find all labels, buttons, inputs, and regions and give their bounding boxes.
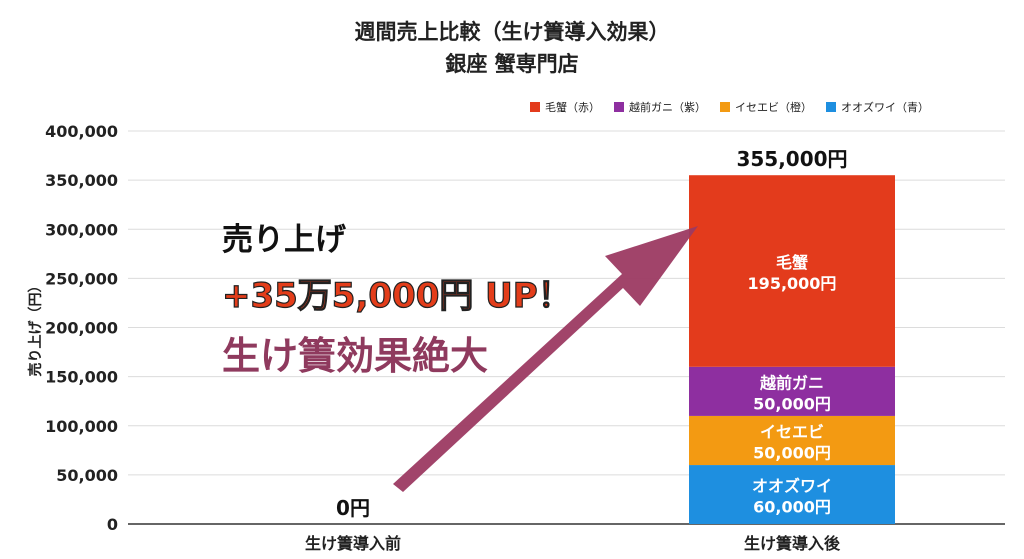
total-label: 355,000円 xyxy=(736,147,847,171)
y-tick-label: 150,000 xyxy=(45,368,118,387)
y-tick-label: 50,000 xyxy=(56,466,118,485)
y-tick-label: 350,000 xyxy=(45,171,118,190)
y-tick-label: 100,000 xyxy=(45,417,118,436)
callout-sales: 売り上げ xyxy=(222,222,346,258)
legend-item: イセエビ（橙） xyxy=(720,99,812,115)
legend-label: イセエビ（橙） xyxy=(735,101,812,114)
x-tick-label: 生け簀導入前 xyxy=(305,534,401,553)
chart-subtitle: 銀座 蟹専門店 xyxy=(445,52,579,76)
increase-arrow xyxy=(393,226,698,492)
segment-value-label: 50,000円 xyxy=(753,443,831,462)
legend-swatch xyxy=(530,102,540,112)
y-tick-label: 0 xyxy=(107,515,118,534)
chart-title: 週間売上比較（生け簀導入効果） xyxy=(354,20,670,44)
bar-segment xyxy=(689,366,895,416)
x-tick-label: 生け簀導入後 xyxy=(744,534,841,553)
y-tick-label: 250,000 xyxy=(45,269,118,288)
segment-value-label: 50,000円 xyxy=(753,394,831,413)
bar-segment xyxy=(689,465,895,524)
legend-swatch xyxy=(614,102,624,112)
segment-label: 毛蟹 xyxy=(776,253,808,272)
segment-value-label: 195,000円 xyxy=(748,274,837,293)
legend-item: オオズワイ（青） xyxy=(826,99,929,115)
segment-value-label: 60,000円 xyxy=(753,498,831,517)
callout-effect: 生け簀効果絶大 xyxy=(222,334,489,378)
bar-segment xyxy=(689,175,895,367)
y-tick-label: 200,000 xyxy=(45,319,118,338)
y-axis-label: 売り上げ（円） xyxy=(27,279,44,377)
legend-item: 毛蟹（赤） xyxy=(530,99,600,115)
legend: 毛蟹（赤） 越前ガニ（紫） イセエビ（橙） オオズワイ（青） xyxy=(530,99,929,115)
y-tick-label: 400,000 xyxy=(45,122,118,141)
segment-label: イセエビ xyxy=(760,422,824,441)
legend-label: オオズワイ（青） xyxy=(841,101,929,114)
legend-label: 毛蟹（赤） xyxy=(545,101,600,114)
callout-increase: +35万5,000円 UP！ xyxy=(221,275,572,316)
legend-label: 越前ガニ（紫） xyxy=(629,101,706,114)
y-tick-label: 300,000 xyxy=(45,220,118,239)
bar-segment xyxy=(689,415,895,466)
legend-swatch xyxy=(826,102,836,112)
segment-label: 越前ガニ xyxy=(759,373,824,392)
segment-label: オオズワイ xyxy=(752,477,832,496)
total-label: 0円 xyxy=(336,496,370,520)
legend-swatch xyxy=(720,102,730,112)
legend-item: 越前ガニ（紫） xyxy=(614,99,706,115)
